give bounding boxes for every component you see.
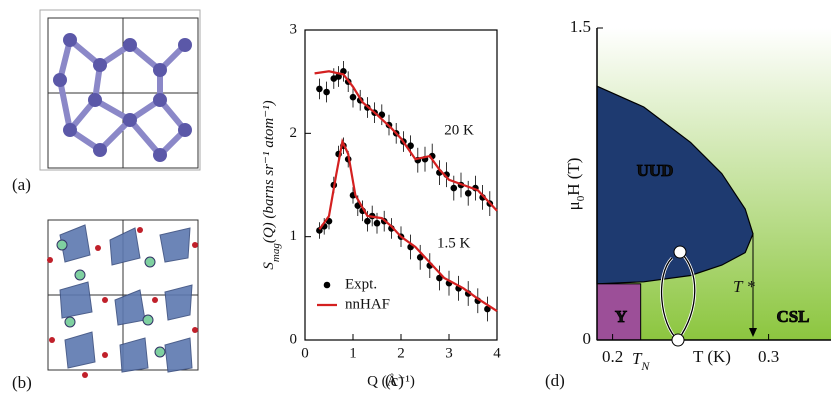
axis-label-part: (Q) (barns sr⁻¹ atom⁻¹) <box>261 100 277 243</box>
axis-label-part: H (T) <box>564 158 583 196</box>
x-tick-label: 0 <box>301 345 309 361</box>
axis-label-part: mag <box>270 243 282 262</box>
panel-label: (a) <box>12 175 31 194</box>
data-point <box>316 86 323 93</box>
x-axis-label: T (K) <box>693 347 731 366</box>
tn-sub: N <box>640 359 650 373</box>
data-point <box>374 220 381 227</box>
data-point <box>350 94 357 101</box>
region-label: Y <box>615 307 627 326</box>
legend-label: Expt. <box>345 276 377 292</box>
data-point <box>364 218 371 225</box>
y-tick-label: 1 <box>290 228 298 244</box>
data-point <box>451 185 458 192</box>
data-point <box>465 190 472 197</box>
tstar-label: T * <box>733 277 755 296</box>
annotation: 1.5 K <box>437 235 471 251</box>
x-tick-label: 3 <box>445 345 453 361</box>
y-tick-label: 1.5 <box>570 17 591 36</box>
x-tick-label: 0.3 <box>758 347 779 366</box>
y-tick-label: 0 <box>290 331 298 347</box>
y-tick-label: 2 <box>290 125 298 141</box>
loop-end <box>672 334 684 346</box>
panel-label: (c) <box>385 371 404 390</box>
panel-label: (b) <box>12 373 32 392</box>
data-point <box>323 89 330 96</box>
figure: (a) (b) 0 1 2 3 4 0 1 2 3 Smag(Q) (barns sr⁻¹ ato… <box>0 0 831 398</box>
axis-label: Smag(Q) (barns sr⁻¹ atom⁻¹) <box>261 100 281 269</box>
legend-label: nnHAF <box>345 296 390 312</box>
legend-marker <box>324 282 331 289</box>
x-tick-label: 1 <box>349 345 357 361</box>
tn-label: TN <box>632 349 650 373</box>
region-label: UUD <box>637 161 674 180</box>
crystal-structure-b <box>47 220 198 378</box>
x-tick-label: 4 <box>493 345 501 361</box>
x-tick-label: 0.2 <box>602 347 623 366</box>
panel-label: (d) <box>545 371 565 390</box>
x-tick-label: 2 <box>397 345 405 361</box>
axis-label-part: μ <box>564 201 583 210</box>
crystal-structure-a <box>40 10 200 170</box>
y-tick-label: 0 <box>583 329 592 348</box>
region-label: CSL <box>776 307 809 326</box>
annotation: 20 K <box>444 123 474 139</box>
axis-label: μ0H (T) <box>564 158 587 211</box>
loop-end <box>674 246 686 258</box>
y-tick-label: 3 <box>290 21 298 37</box>
